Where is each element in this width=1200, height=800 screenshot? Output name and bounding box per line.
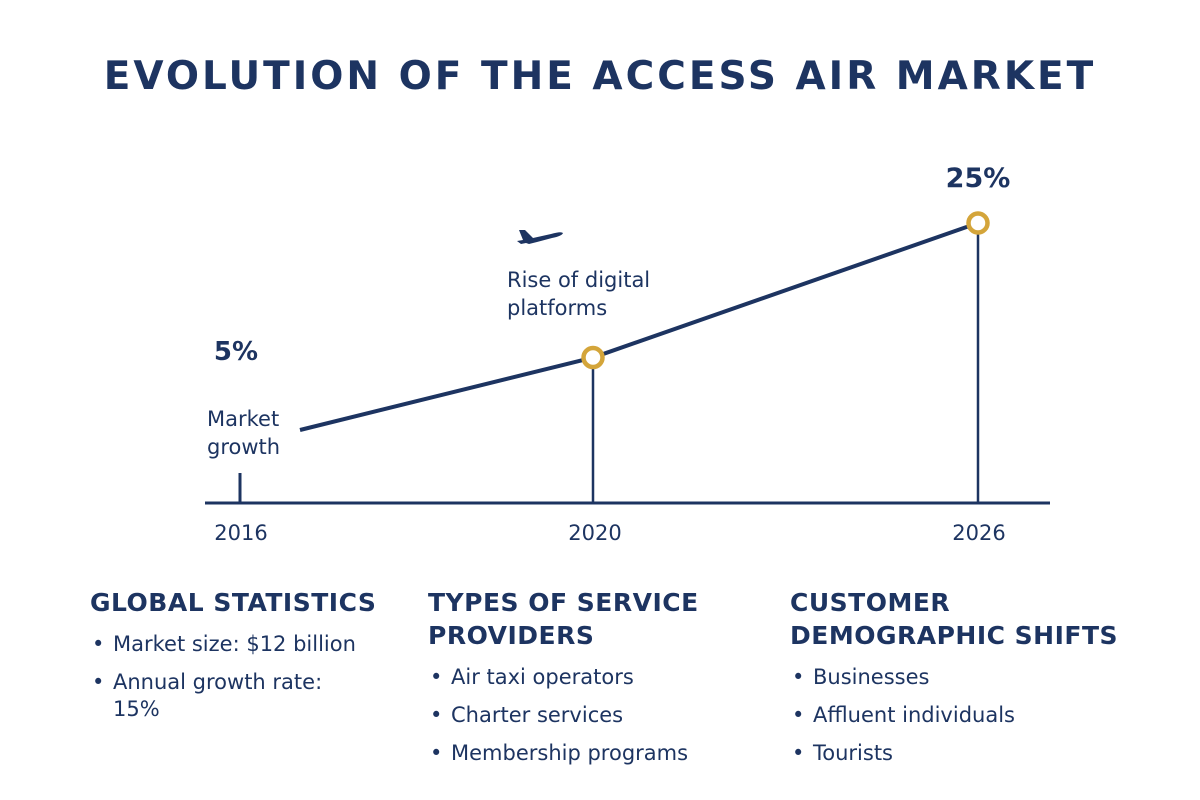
list-item-text: Annual growth rate: 15% (113, 670, 323, 721)
list-item: • Affluent individuals (792, 703, 1015, 727)
service-providers-section: TYPES OF SERVICE PROVIDERS • Air taxi ope… (428, 586, 758, 778)
section-heading: CUSTOMER DEMOGRAPHIC SHIFTS (790, 588, 1119, 650)
list-item: • Membership programs (430, 741, 689, 765)
data-point-2020 (581, 345, 605, 370)
x-tick-label-2020: 2020 (568, 521, 621, 545)
list-item-text: Membership programs (451, 741, 689, 765)
section-list: • Market size: $12 billion • Annual growth… (90, 631, 420, 723)
x-tick-label-2016: 2016 (214, 521, 267, 545)
global-statistics-section: GLOBAL STATISTICS • Market size: $12 bill… (90, 586, 420, 734)
value-label-5: 5% (214, 337, 258, 367)
list-item: • Market size: $12 billion (92, 632, 356, 656)
list-item-text: Affluent individuals (813, 703, 1015, 727)
list-item-text: Businesses (813, 665, 930, 689)
series-line (299, 221, 979, 432)
list-item-text: Tourists (813, 741, 894, 765)
list-item-text: Market size: $12 billion (113, 632, 356, 656)
customer-demographics-section: CUSTOMER DEMOGRAPHIC SHIFTS • Businesses … (790, 586, 1120, 778)
annotation-digital-platforms: Rise of digital platforms (507, 268, 650, 320)
list-item-text: Charter services (451, 703, 624, 727)
list-item: • Air taxi operators (430, 665, 634, 689)
list-item: • Businesses (792, 665, 930, 689)
section-heading: TYPES OF SERVICE PROVIDERS (428, 588, 699, 650)
list-item: • Tourists (792, 741, 894, 765)
market-chart: 2016 2020 2026 5% 25% Market growth Rise … (205, 163, 1050, 545)
page-title: EVOLUTION OF THE ACCESS AIR MARKET (103, 54, 1097, 99)
list-item-text: Air taxi operators (451, 665, 634, 689)
section-list: • Air taxi operators • Charter services • M… (428, 664, 758, 767)
list-item: • Charter services (430, 703, 624, 727)
annotation-market-growth: Market growth (207, 407, 280, 459)
section-list: • Businesses • Affluent individuals • Touri… (790, 664, 1120, 767)
section-heading: GLOBAL STATISTICS (90, 588, 377, 617)
data-point-2026 (966, 211, 990, 235)
airplane-icon (517, 230, 563, 244)
list-item: • Annual growth rate: 15% (90, 669, 420, 723)
x-tick-label-2026: 2026 (952, 521, 1005, 545)
value-label-25: 25% (946, 163, 1011, 194)
